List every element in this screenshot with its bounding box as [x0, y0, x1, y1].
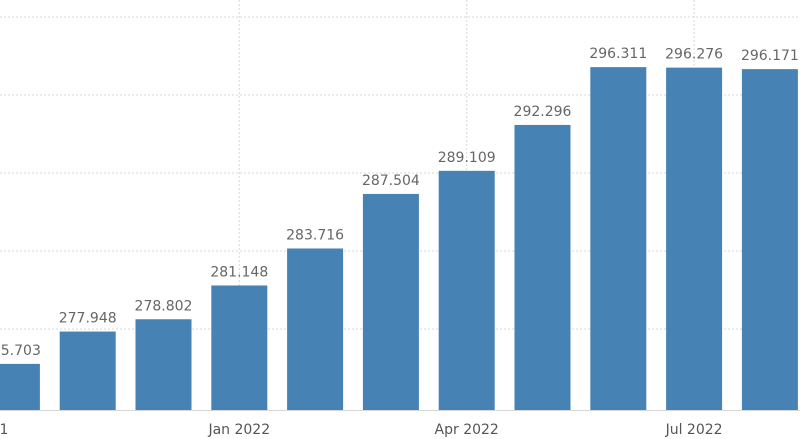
- bar-value-label: 287.504: [362, 173, 420, 189]
- bar-layer: [0, 67, 798, 411]
- bar-value-label: 289.109: [438, 150, 496, 166]
- bar-value-label: 292.296: [514, 104, 572, 120]
- bar: [59, 331, 116, 410]
- bar: [362, 193, 419, 410]
- bar-value-label: 275.703: [0, 343, 41, 359]
- x-tick-label-partial: 1: [0, 422, 8, 438]
- bar-value-label: 296.171: [741, 48, 799, 64]
- bar: [666, 67, 723, 410]
- bar: [211, 285, 268, 410]
- bar: [287, 248, 344, 410]
- bar-value-label: 296.311: [589, 46, 647, 62]
- bar: [135, 319, 192, 410]
- bar-value-label: 283.716: [286, 227, 344, 243]
- x-tick-label: Apr 2022: [435, 422, 499, 438]
- value-label-layer: 275.703 277.948 278.802 281.148 283.716 287.5…: [0, 46, 799, 359]
- x-axis: Jan 2022 Apr 2022 Jul 2022 1: [0, 410, 800, 438]
- bar: [741, 69, 798, 410]
- x-tick-label: Jul 2022: [665, 422, 723, 438]
- bar-value-label: 281.148: [210, 264, 268, 280]
- bar: [590, 67, 647, 411]
- x-tick-label: Jan 2022: [207, 422, 270, 438]
- bar: [0, 363, 40, 410]
- bar-value-label: 278.802: [135, 298, 193, 314]
- bar: [438, 170, 495, 410]
- bar: [514, 124, 571, 411]
- bar-value-label: 296.276: [665, 47, 723, 63]
- bar-value-label: 277.948: [59, 311, 117, 327]
